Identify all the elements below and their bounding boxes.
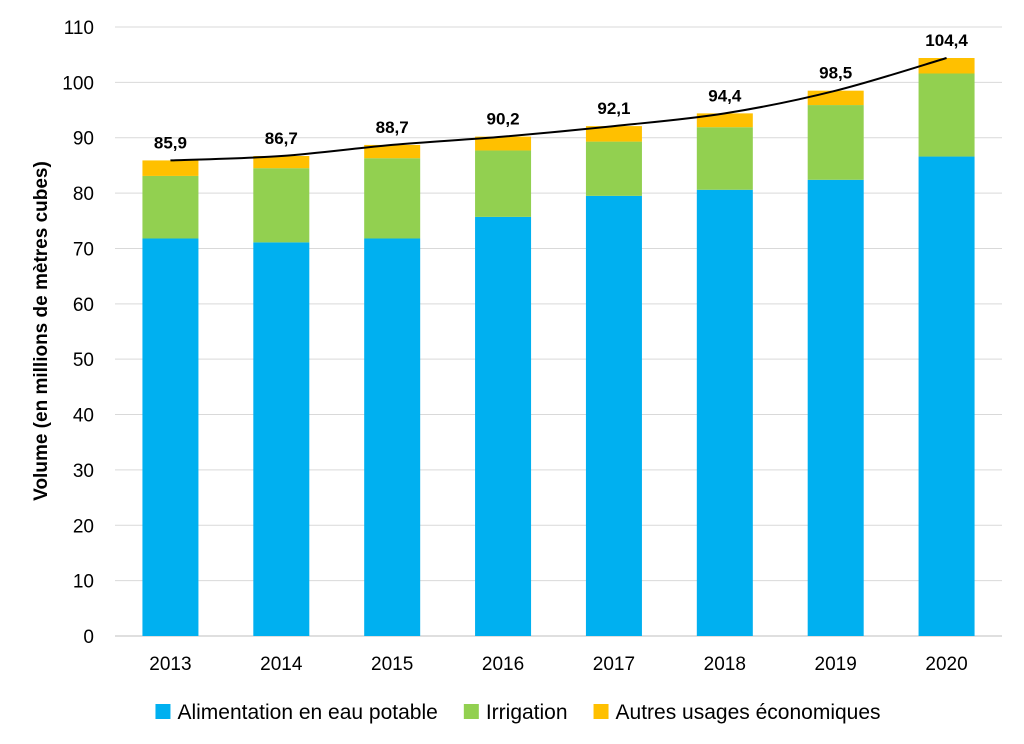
bar-segment: [696, 113, 753, 128]
bar-segment: [585, 195, 642, 637]
y-axis-title: Volume (en millions de mètres cubes): [31, 161, 52, 501]
trend-line: [170, 57, 947, 162]
y-tick-label: 0: [83, 627, 94, 648]
bar-segment: [364, 158, 421, 239]
y-tick-label: 10: [73, 572, 94, 593]
bar-segment: [142, 238, 199, 637]
gridlines: [115, 26, 1002, 637]
x-tick-label: 2015: [371, 654, 413, 675]
total-trend-line: [170, 57, 947, 162]
legend-swatch: [593, 704, 609, 719]
bar-segment: [142, 175, 199, 239]
bar-segment: [918, 73, 975, 157]
x-tick-label: 2013: [149, 654, 191, 675]
bar-segment: [475, 216, 532, 636]
y-tick-label: 110: [64, 18, 94, 39]
bar-segment: [696, 127, 753, 190]
x-tick-label: 2020: [925, 654, 967, 675]
bar-segment: [475, 150, 532, 217]
bar-segment: [364, 238, 421, 637]
bar-segment: [585, 126, 642, 142]
legend-swatch: [463, 704, 479, 719]
bar-segment: [253, 242, 310, 636]
y-tick-label: 50: [73, 350, 94, 371]
bars: [142, 58, 975, 637]
x-tick-label: 2018: [704, 654, 746, 675]
total-label: 104,4: [925, 31, 968, 50]
total-label: 92,1: [597, 99, 630, 118]
legend-swatch: [155, 704, 171, 719]
legend: Alimentation en eau potable Irrigation Aut…: [155, 701, 881, 724]
bar-segment: [807, 90, 864, 106]
x-tick-label: 2014: [260, 654, 303, 675]
total-labels: 85,9 86,7 88,7 90,2 92,1 94,4 98,5 104,4: [154, 31, 968, 152]
bar-segment: [142, 160, 199, 176]
total-label: 90,2: [487, 110, 520, 129]
y-tick-label: 30: [73, 461, 94, 482]
total-label: 98,5: [819, 64, 852, 83]
bar-segment: [585, 141, 642, 196]
bar-segment: [918, 156, 975, 636]
x-tick-label: 2019: [815, 654, 857, 675]
y-tick-label: 70: [73, 239, 94, 260]
bar-segment: [696, 189, 753, 636]
bar-segment: [807, 179, 864, 636]
y-tick-label: 90: [73, 129, 94, 150]
total-label: 94,4: [708, 86, 742, 105]
legend-item: Alimentation en eau potable: [155, 701, 438, 724]
bar-segment: [475, 136, 532, 151]
y-tick-label: 80: [73, 184, 94, 205]
bar-segment: [253, 155, 310, 169]
legend-item: Autres usages économiques: [593, 701, 881, 724]
bar-segment: [918, 58, 975, 74]
y-tick-label: 20: [73, 516, 94, 537]
total-label: 88,7: [376, 118, 409, 137]
legend-label: Irrigation: [486, 701, 568, 724]
y-tick-label: 100: [62, 73, 94, 94]
y-axis-ticks: 0 10 20 30 40 50 60 70 80 90 100 110: [62, 18, 94, 648]
x-axis-ticks: 2013 2014 2015 2016 2017 2018 2019 2020: [149, 654, 967, 675]
x-tick-label: 2016: [482, 654, 524, 675]
total-label: 86,7: [265, 129, 298, 148]
bar-segment: [807, 105, 864, 180]
legend-label: Alimentation en eau potable: [177, 701, 437, 724]
legend-label: Autres usages économiques: [616, 701, 881, 724]
y-tick-label: 60: [73, 295, 94, 316]
bar-segment: [364, 144, 421, 159]
bar-segment: [253, 168, 310, 243]
x-tick-label: 2017: [593, 654, 635, 675]
total-label: 85,9: [154, 133, 187, 152]
legend-item: Irrigation: [463, 701, 568, 724]
y-tick-label: 40: [73, 406, 94, 427]
